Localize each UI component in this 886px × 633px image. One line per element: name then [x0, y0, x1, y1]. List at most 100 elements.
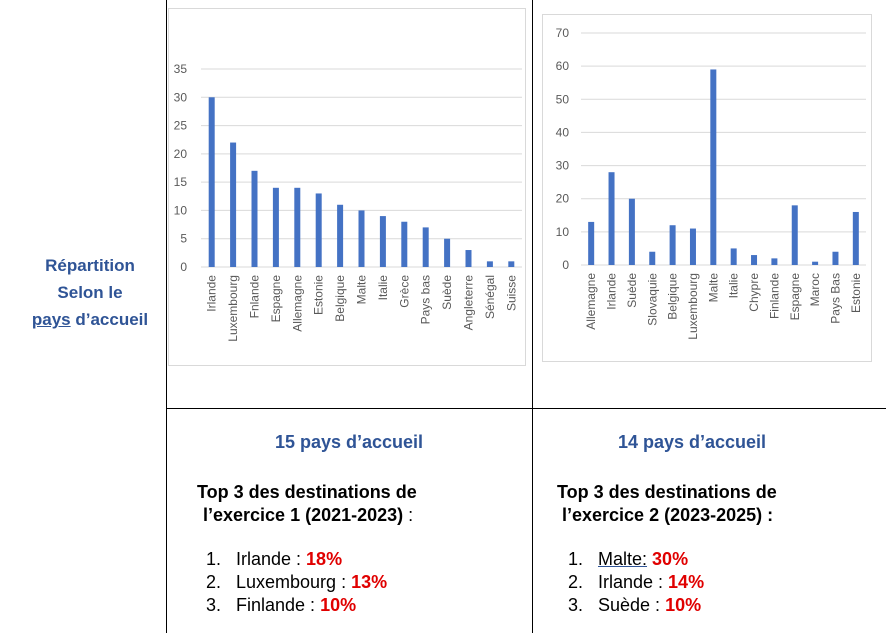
left-top-title-line2-wrap: l’exercice 1 (2021-2023) :: [197, 504, 417, 527]
x-tick-label: Chypre: [747, 273, 761, 312]
list-item-number: 3.: [568, 595, 584, 615]
list-item-percent: 10%: [665, 595, 702, 615]
left-count-title: 15 pays d’accueil: [274, 432, 424, 452]
bar-allemagne: [294, 187, 301, 267]
list-item-number: 1.: [206, 549, 222, 569]
bar-suède: [628, 198, 635, 265]
bar-suisse: [508, 261, 515, 267]
x-tick-label: Estonie: [312, 275, 326, 315]
x-tick-label: Suisse: [504, 275, 518, 311]
y-tick-label: 20: [556, 192, 570, 206]
bar-fnlande: [251, 170, 258, 267]
bar-malte: [358, 210, 365, 267]
list-item-percent: 18%: [306, 549, 343, 569]
list-item-percent: 30%: [652, 549, 689, 569]
row-label-line1: Répartition: [45, 256, 135, 275]
x-tick-label: Pays Bas: [828, 273, 842, 324]
bar-irlande: [608, 172, 615, 265]
list-item-label: Suède :: [598, 595, 666, 615]
y-tick-label: 30: [556, 159, 570, 173]
list-item-number: 1.: [568, 549, 584, 569]
row-label-line2: Selon le: [57, 283, 123, 302]
y-tick-label: 60: [556, 59, 570, 73]
list-item: 1. Irlande : 18%: [206, 548, 387, 571]
list-item-label-underlined: Malte:: [598, 549, 648, 569]
y-tick-label: 50: [556, 92, 570, 106]
list-item-percent: 14%: [668, 572, 705, 592]
bar-irlande: [208, 97, 215, 268]
left-top-list: 1. Irlande : 18% 2. Luxembourg : 13% 3. Fin…: [206, 548, 387, 617]
list-item: 1. Malte: 30%: [568, 548, 704, 571]
bar-suède: [444, 238, 451, 267]
bar-luxembourg: [689, 228, 696, 265]
table-divider-middle: [532, 0, 533, 633]
bar-espagne: [791, 205, 798, 265]
right-top-list: 1. Malte: 30% 2. Irlande : 14% 3. Suède : 1…: [568, 548, 704, 617]
x-tick-label: Luxembourg: [686, 273, 700, 340]
x-tick-label: Estonie: [849, 273, 863, 313]
list-item-label: Irlande :: [598, 572, 669, 592]
y-tick-label: 5: [180, 232, 187, 246]
y-tick-label: 40: [556, 125, 570, 139]
x-tick-label: Espagne: [788, 273, 802, 321]
bar-estonie: [315, 193, 322, 267]
bar-belgique: [669, 225, 676, 265]
x-tick-label: Sénégal: [483, 275, 497, 319]
bar-pays-bas: [422, 227, 429, 267]
list-item-percent: 13%: [351, 572, 388, 592]
bar-malte: [710, 69, 717, 265]
bar-italie: [730, 248, 737, 265]
y-tick-label: 10: [556, 225, 570, 239]
y-tick-label: 70: [556, 26, 570, 40]
list-item: 3. Finlande : 10%: [206, 594, 387, 617]
list-item-label: Luxembourg :: [236, 572, 352, 592]
x-tick-label: Angleterre: [462, 275, 476, 331]
bar-belgique: [337, 204, 344, 267]
y-tick-label: 0: [562, 258, 569, 272]
bar-estonie: [852, 211, 859, 265]
x-tick-label: Irlande: [605, 273, 619, 310]
bar-luxembourg: [230, 142, 237, 267]
left-top-title-line2: l’exercice 1 (2021-2023): [203, 505, 404, 525]
chart-exercise-1: 0 5 10 15 20 25 30 35 Irlande Luxembourg Fnlande Es…: [168, 8, 526, 366]
list-item: 2. Luxembourg : 13%: [206, 571, 387, 594]
x-tick-label: Finlande: [767, 273, 781, 319]
bar-finlande: [771, 258, 778, 265]
x-tick-label: Belgique: [333, 275, 347, 322]
list-item-percent: 10%: [320, 595, 357, 615]
x-tick-label: Belgique: [666, 273, 680, 320]
y-tick-label: 35: [174, 62, 188, 76]
x-tick-label: Malte: [706, 273, 720, 303]
list-item-number: 3.: [206, 595, 222, 615]
bar-sénégal: [486, 261, 493, 267]
left-top-title-suffix: :: [403, 505, 414, 525]
x-tick-label: Italie: [376, 275, 390, 301]
list-item-label: Finlande :: [236, 595, 321, 615]
row-label-underlined: pays: [31, 310, 71, 329]
right-top-title-line1: Top 3 des destinations de: [557, 482, 777, 502]
x-tick-label: Espagne: [269, 275, 283, 323]
y-tick-label: 0: [180, 260, 187, 274]
bar-espagne: [272, 187, 279, 267]
left-top-title: Top 3 des destinations de l’exercice 1 (…: [197, 481, 417, 527]
row-label: Répartition Selon le pays d’accueil: [20, 252, 160, 333]
chart-exercise-2: 0 10 20 30 40 50 60 70 Allemagne Irlande Suède Slov…: [542, 14, 872, 362]
right-top-title-line2-wrap: l’exercice 2 (2023-2025) :: [557, 504, 777, 527]
x-tick-label: Suède: [440, 275, 454, 310]
y-tick-label: 25: [174, 119, 188, 133]
x-tick-label: Pays bas: [419, 275, 433, 324]
x-tick-label: Allemagne: [290, 275, 304, 332]
x-tick-label: Italie: [727, 273, 741, 299]
table-divider-horizontal: [166, 408, 886, 409]
chart-exercise-1-svg: 0 5 10 15 20 25 30 35 Irlande Luxembourg Fnlande Es…: [174, 62, 522, 342]
row-label-rest: d’accueil: [70, 310, 149, 329]
y-tick-label: 10: [174, 203, 188, 217]
x-tick-label: Suède: [625, 273, 639, 308]
bar-pays-bas: [832, 251, 839, 265]
x-tick-label: Irlande: [205, 275, 219, 312]
x-tick-label: Slovaquie: [645, 273, 659, 326]
x-tick-label: Maroc: [808, 273, 822, 306]
y-tick-label: 20: [174, 147, 188, 161]
right-count-title: 14 pays d’accueil: [617, 432, 767, 452]
bar-maroc: [812, 261, 819, 265]
